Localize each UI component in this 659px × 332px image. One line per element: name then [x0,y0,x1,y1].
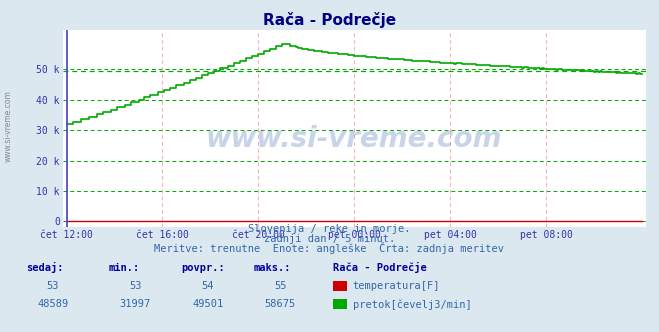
Text: Meritve: trenutne  Enote: angleške  Črta: zadnja meritev: Meritve: trenutne Enote: angleške Črta: … [154,242,505,254]
Text: www.si-vreme.com: www.si-vreme.com [206,124,502,152]
Text: 48589: 48589 [37,299,69,309]
Text: temperatura[F]: temperatura[F] [353,281,440,291]
Text: maks.:: maks.: [254,263,291,273]
Text: Slovenija / reke in morje.: Slovenija / reke in morje. [248,224,411,234]
Text: pretok[čevelj3/min]: pretok[čevelj3/min] [353,299,471,310]
Text: www.si-vreme.com: www.si-vreme.com [3,90,13,162]
Text: 53: 53 [129,281,141,291]
Text: 53: 53 [47,281,59,291]
Text: sedaj:: sedaj: [26,262,64,273]
Text: min.:: min.: [109,263,140,273]
Text: Rača - Podrečje: Rača - Podrečje [333,262,426,273]
Text: 54: 54 [202,281,214,291]
Text: 31997: 31997 [119,299,151,309]
Text: 58675: 58675 [264,299,296,309]
Text: 49501: 49501 [192,299,223,309]
Text: Rača - Podrečje: Rača - Podrečje [263,12,396,28]
Text: 55: 55 [274,281,286,291]
Text: zadnji dan / 5 minut.: zadnji dan / 5 minut. [264,234,395,244]
Text: povpr.:: povpr.: [181,263,225,273]
